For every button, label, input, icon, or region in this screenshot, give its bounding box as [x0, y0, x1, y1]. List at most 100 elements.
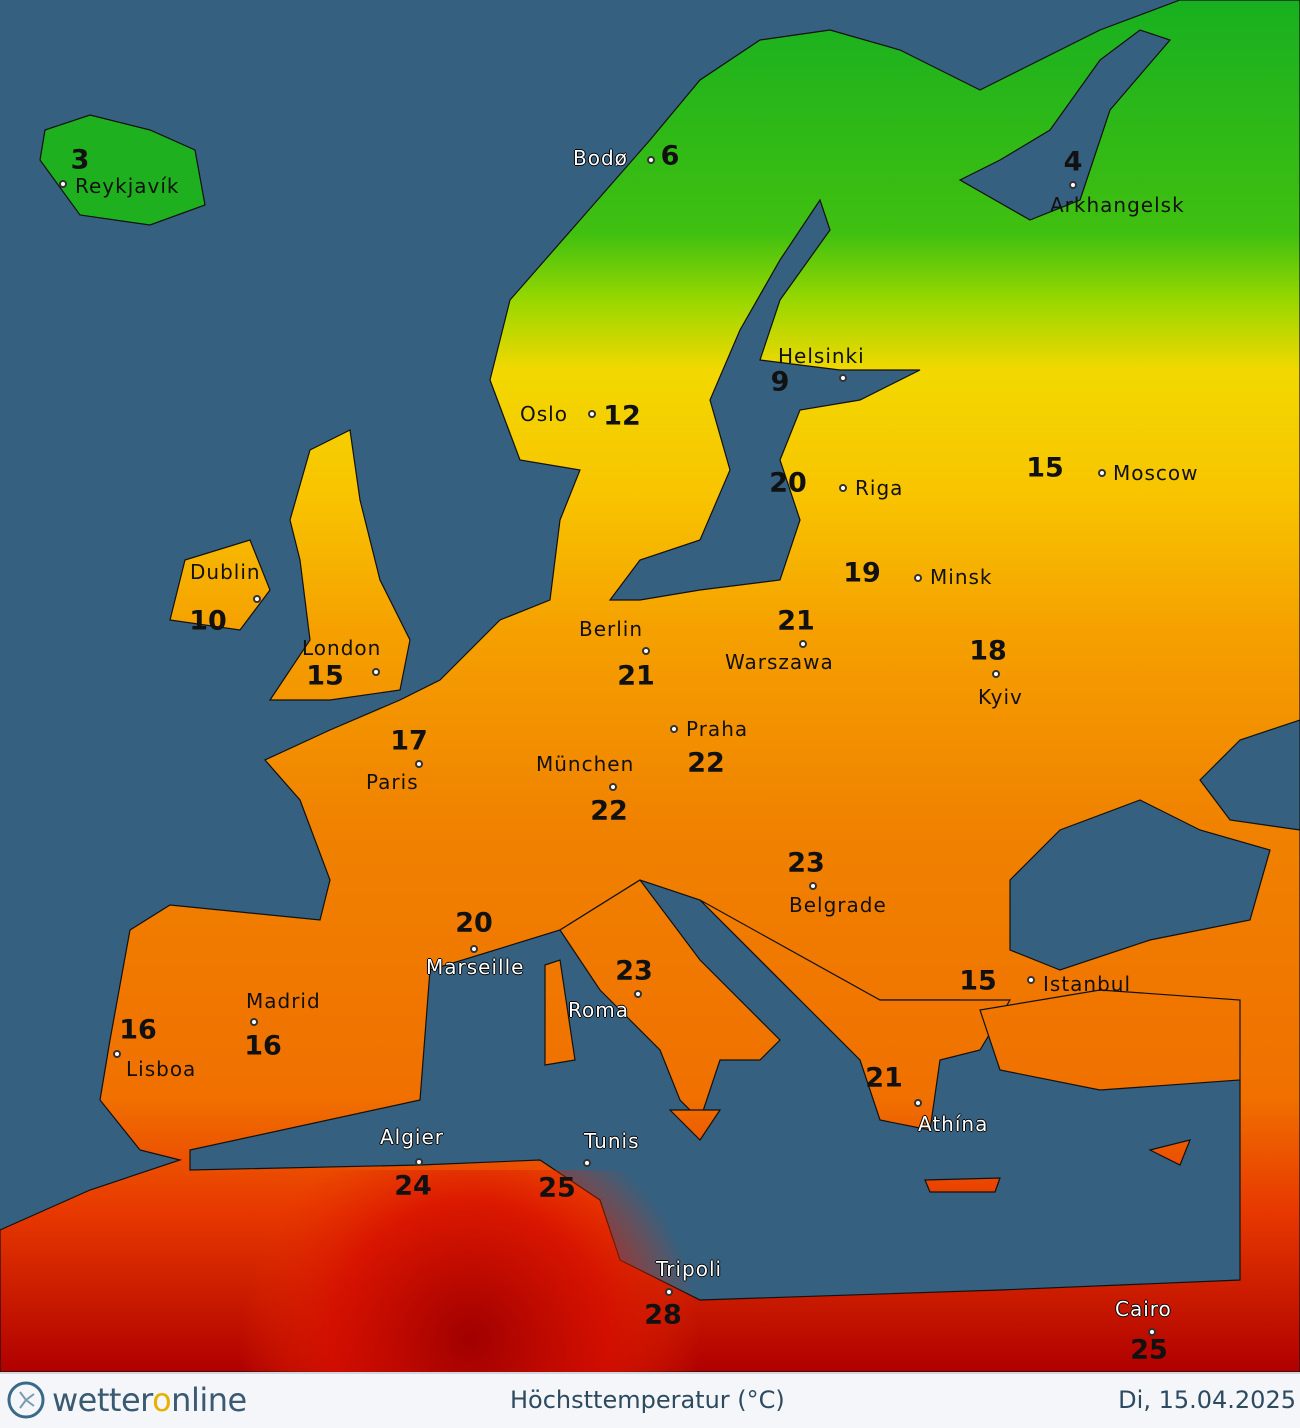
city-temperature: 25: [1130, 1334, 1168, 1366]
map-shapes: [0, 0, 1300, 1372]
city-dot-icon: [634, 990, 642, 998]
forecast-date: Di, 15.04.2025: [1118, 1386, 1296, 1414]
wetteronline-logo[interactable]: wetteronline: [6, 1380, 247, 1420]
city-dot-icon: [839, 484, 847, 492]
city-name: Lisboa: [126, 1057, 197, 1081]
city-temperature: 16: [119, 1014, 157, 1046]
city-name: Roma: [568, 998, 629, 1022]
city-name: Reykjavík: [75, 174, 180, 198]
city-temperature: 28: [644, 1299, 682, 1331]
turkey: [979, 989, 1241, 1091]
city-temperature: 15: [306, 660, 344, 692]
city-name: Warszawa: [725, 650, 834, 674]
city-name: Arkhangelsk: [1050, 193, 1185, 217]
city-name: Istanbul: [1043, 972, 1132, 996]
footer-bar: wetteronline Höchsttemperatur (°C) Di, 1…: [0, 1372, 1300, 1428]
crete: [924, 1177, 1001, 1193]
city-temperature: 21: [777, 605, 815, 637]
city-name: Algier: [380, 1125, 445, 1149]
city-temperature: 23: [787, 847, 825, 879]
wetteronline-logo-icon: [7, 1381, 45, 1419]
city-dot-icon: [670, 725, 678, 733]
city-name: Praha: [686, 717, 749, 741]
city-dot-icon: [588, 410, 596, 418]
city-dot-icon: [1027, 976, 1035, 984]
city-dot-icon: [914, 574, 922, 582]
city-temperature: 21: [617, 660, 655, 692]
sicily: [668, 1109, 722, 1141]
sahara-heat: [210, 1170, 730, 1372]
city-temperature: 4: [1063, 146, 1083, 178]
city-temperature: 22: [590, 795, 628, 827]
city-dot-icon: [1069, 181, 1077, 189]
city-dot-icon: [470, 945, 478, 953]
city-dot-icon: [839, 374, 847, 382]
italy: [559, 879, 781, 1122]
city-temperature: 25: [538, 1172, 576, 1204]
city-dot-icon: [992, 670, 1000, 678]
city-temperature: 10: [189, 605, 227, 637]
city-dot-icon: [642, 647, 650, 655]
city-name: Marseille: [426, 955, 525, 979]
logo-text-part: o: [152, 1381, 172, 1419]
city-temperature: 24: [394, 1170, 432, 1202]
city-name: Helsinki: [778, 344, 865, 368]
city-temperature: 15: [1026, 452, 1064, 484]
city-name: Athína: [918, 1112, 989, 1136]
city-name: Berlin: [579, 617, 644, 641]
city-dot-icon: [372, 668, 380, 676]
city-dot-icon: [583, 1159, 591, 1167]
city-name: Paris: [366, 770, 419, 794]
city-temperature: 6: [660, 140, 680, 172]
city-name: Kyiv: [978, 685, 1023, 709]
white-sea: [958, 29, 1172, 221]
city-dot-icon: [647, 156, 655, 164]
city-name: Bodø: [573, 146, 628, 170]
ireland: [169, 539, 271, 631]
great-britain: [268, 429, 411, 701]
city-name: Minsk: [930, 565, 993, 589]
city-temperature: 20: [769, 467, 807, 499]
city-temperature: 16: [244, 1030, 282, 1062]
city-temperature: 12: [603, 400, 641, 432]
city-dot-icon: [665, 1288, 673, 1296]
city-temperature: 21: [865, 1062, 903, 1094]
city-name: Belgrade: [789, 893, 887, 917]
iceland: [39, 114, 206, 226]
city-dot-icon: [415, 760, 423, 768]
city-dot-icon: [1098, 469, 1106, 477]
city-temperature: 18: [969, 635, 1007, 667]
city-temperature: 22: [687, 747, 725, 779]
product-title: Höchsttemperatur (°C): [510, 1386, 785, 1414]
city-dot-icon: [799, 640, 807, 648]
city-dot-icon: [59, 180, 67, 188]
city-name: Riga: [855, 476, 904, 500]
city-dot-icon: [1148, 1328, 1156, 1336]
cyprus: [1148, 1139, 1191, 1166]
city-temperature: 23: [615, 955, 653, 987]
city-dot-icon: [609, 783, 617, 791]
balkans-greece: [699, 899, 1012, 1131]
city-name: Dublin: [190, 560, 261, 584]
city-temperature: 3: [70, 144, 90, 176]
city-name: Tunis: [584, 1129, 640, 1153]
city-dot-icon: [809, 882, 817, 890]
black-sea: [1009, 799, 1271, 971]
city-dot-icon: [250, 1018, 258, 1026]
city-dot-icon: [914, 1099, 922, 1107]
city-temperature: 20: [455, 907, 493, 939]
city-name: Madrid: [246, 989, 321, 1013]
city-name: München: [536, 752, 635, 776]
city-temperature: 17: [390, 725, 428, 757]
city-temperature: 19: [843, 557, 881, 589]
logo-text: wetteronline: [52, 1381, 247, 1419]
city-dot-icon: [253, 595, 261, 603]
city-dot-icon: [415, 1158, 423, 1166]
caspian-sea: [1199, 719, 1300, 831]
city-temperature: 15: [959, 965, 997, 997]
baltic-sea: [608, 198, 921, 601]
city-name: Moscow: [1113, 461, 1199, 485]
city-temperature: 9: [770, 366, 790, 398]
city-name: Cairo: [1115, 1297, 1172, 1321]
city-dot-icon: [113, 1050, 121, 1058]
